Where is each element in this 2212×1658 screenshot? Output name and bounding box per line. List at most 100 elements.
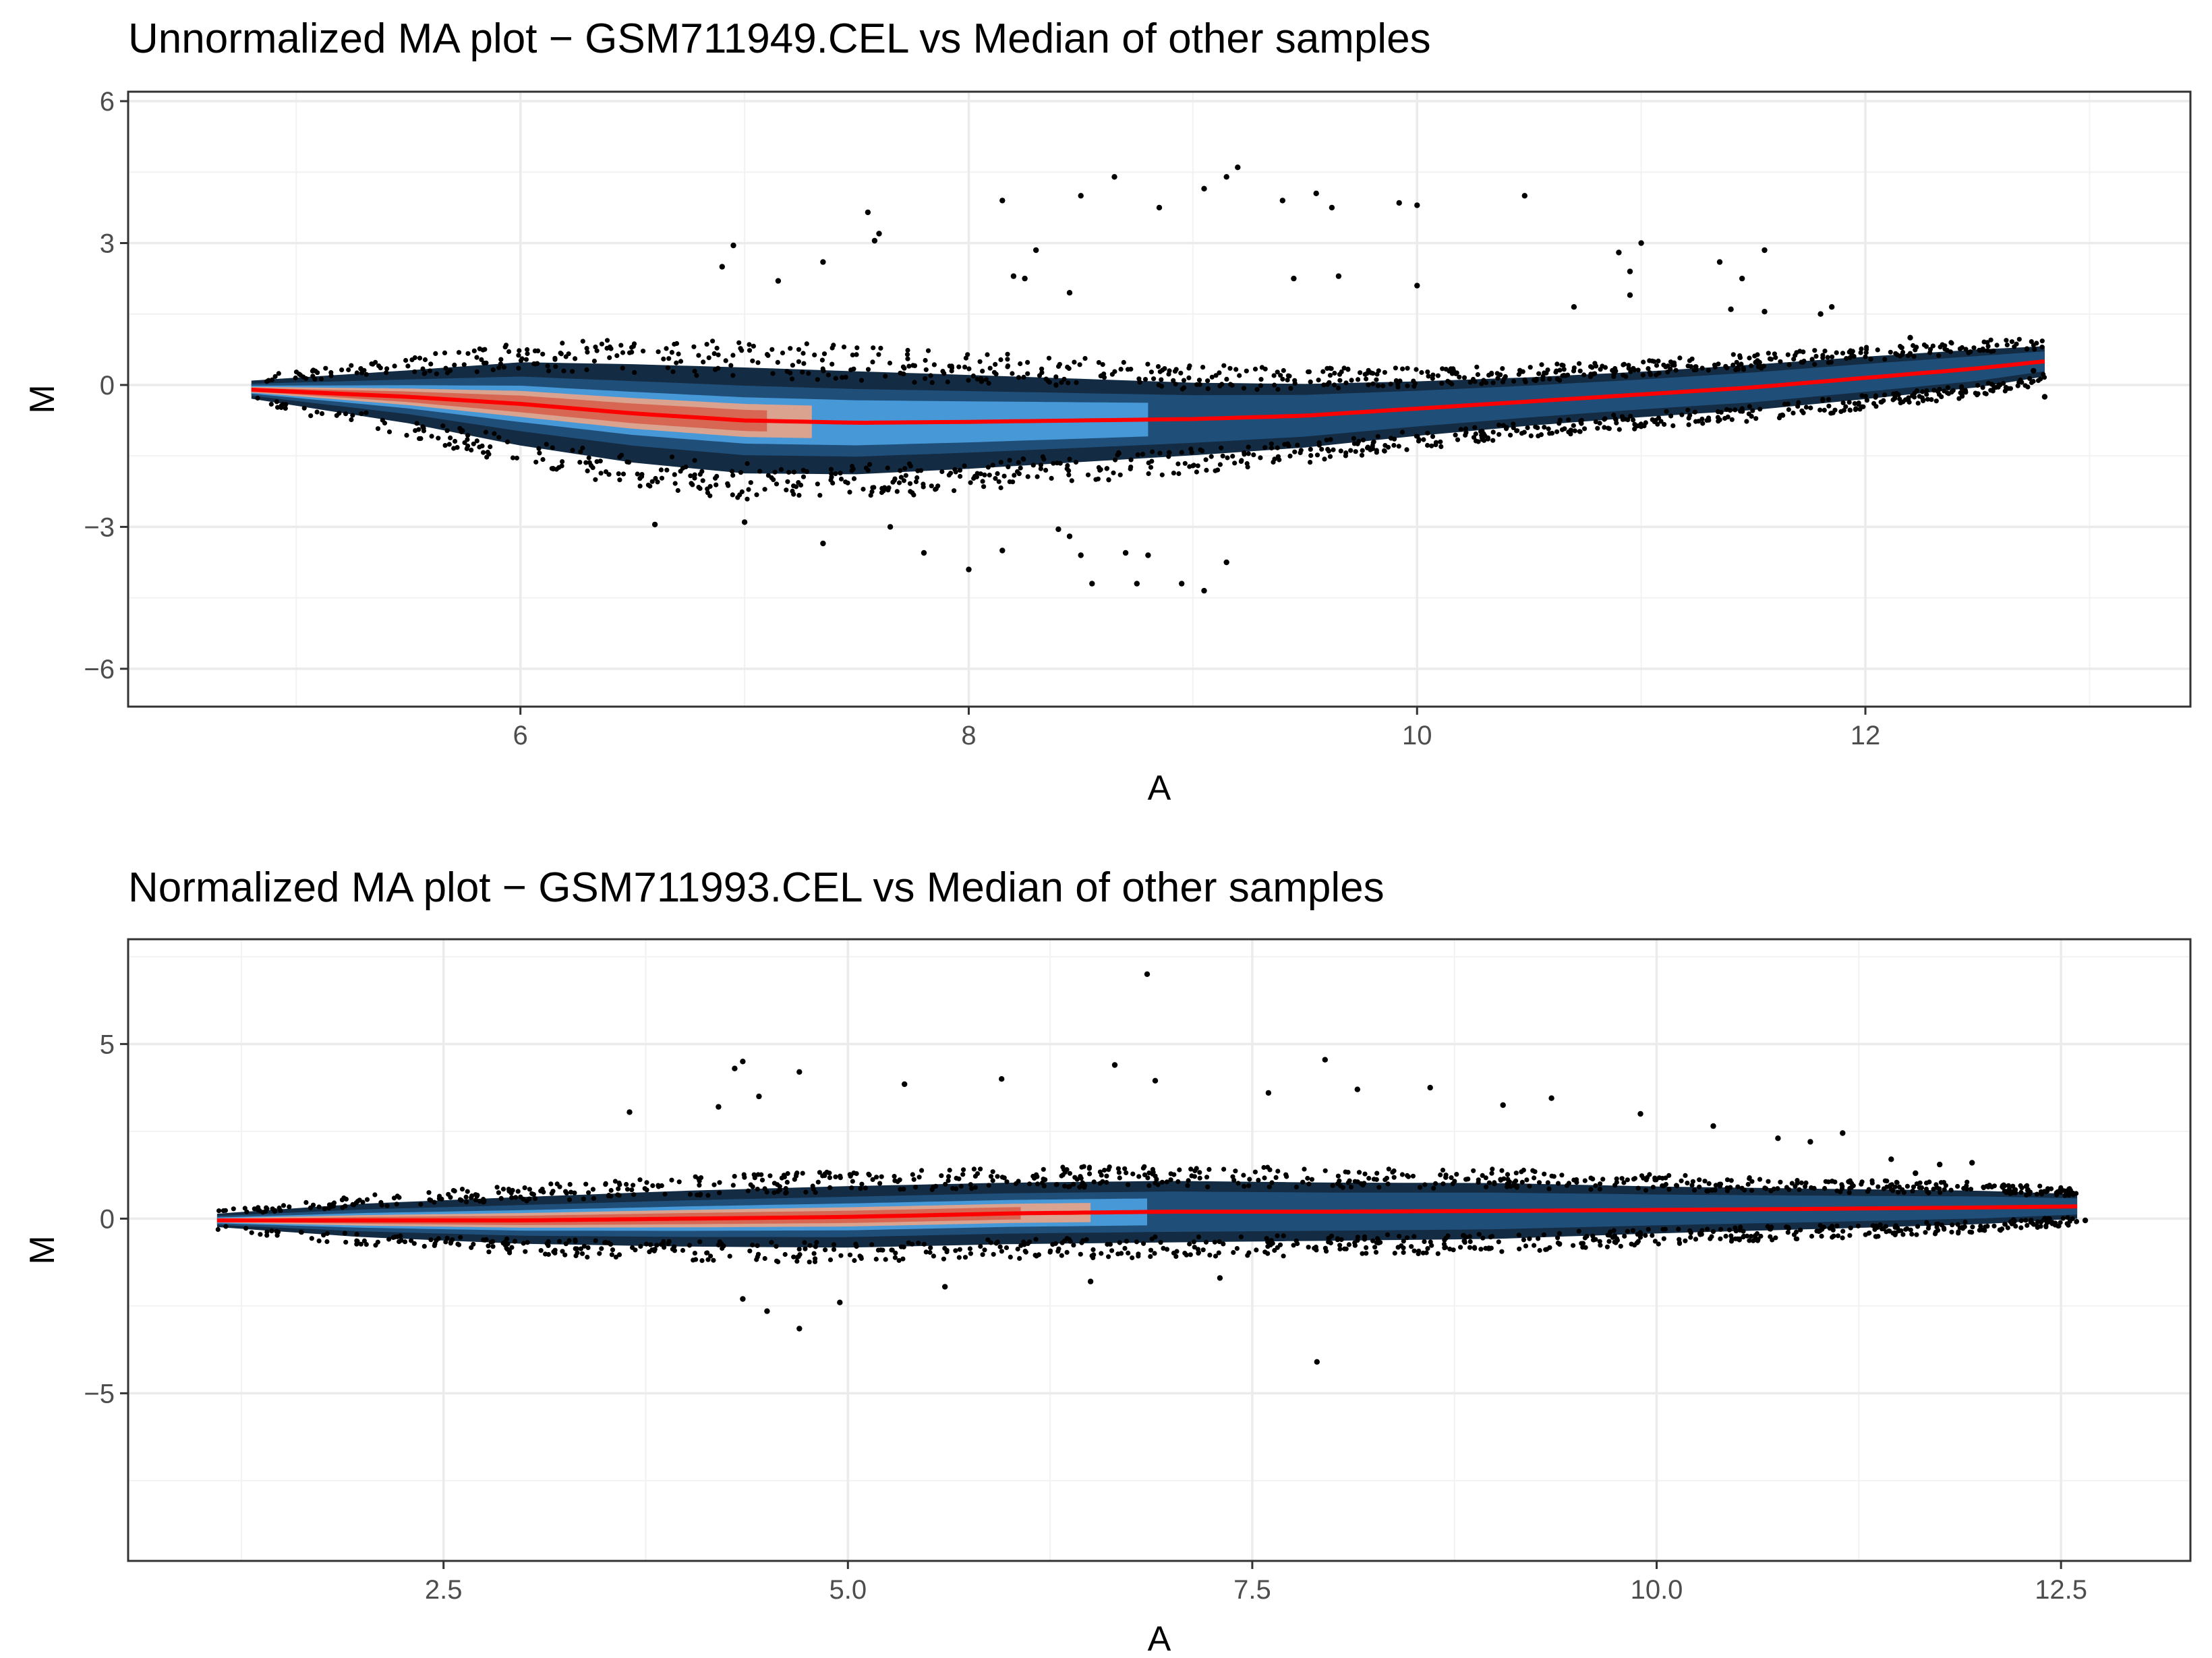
data-point <box>1335 1236 1340 1241</box>
data-point <box>944 1249 950 1255</box>
data-point <box>354 1231 359 1237</box>
data-point <box>2018 1183 2023 1189</box>
data-point <box>635 471 640 477</box>
data-point <box>1525 425 1530 431</box>
data-point <box>1597 1186 1602 1192</box>
data-point <box>1440 366 1445 372</box>
data-point <box>1985 343 1991 349</box>
data-point <box>770 371 776 376</box>
data-point <box>1283 1172 1289 1177</box>
data-point <box>1393 365 1398 371</box>
data-point <box>769 475 774 481</box>
data-point <box>1212 1239 1217 1245</box>
data-point <box>1733 407 1738 413</box>
data-point <box>492 431 497 436</box>
data-point <box>1185 1183 1190 1188</box>
data-point <box>784 1179 790 1185</box>
data-point <box>1231 1177 1237 1183</box>
data-point <box>988 1240 993 1245</box>
data-point <box>1016 375 1022 380</box>
data-point <box>904 352 910 357</box>
data-point <box>469 1245 474 1250</box>
data-point <box>527 1187 533 1192</box>
data-point <box>1203 1239 1209 1245</box>
data-point <box>1192 1245 1197 1250</box>
data-point <box>828 467 834 472</box>
data-point <box>1391 1175 1397 1180</box>
data-point <box>1219 382 1225 387</box>
data-point <box>1463 426 1469 432</box>
data-point <box>650 1183 656 1189</box>
data-point <box>354 370 359 376</box>
data-point <box>968 480 973 485</box>
data-point <box>961 1167 966 1173</box>
outlier-point <box>1739 275 1745 282</box>
data-point <box>599 1246 604 1251</box>
data-point <box>1668 366 1673 372</box>
data-point <box>1053 383 1059 388</box>
data-point <box>243 1226 249 1231</box>
data-point <box>1348 448 1354 453</box>
data-point <box>1962 1219 1968 1225</box>
data-point <box>1936 1228 1941 1233</box>
data-point <box>921 481 926 487</box>
data-point <box>1948 1187 1954 1193</box>
data-point <box>1785 352 1791 357</box>
data-point <box>420 366 426 372</box>
data-point <box>1017 1255 1022 1261</box>
data-point <box>1177 1167 1182 1173</box>
data-point <box>1291 1243 1296 1248</box>
data-point <box>536 446 542 451</box>
data-point <box>1803 1184 1808 1189</box>
data-point <box>349 363 354 368</box>
data-point <box>745 1188 751 1193</box>
data-point <box>255 395 260 401</box>
data-point <box>1115 1166 1121 1171</box>
outlier-point <box>1235 165 1241 171</box>
data-point <box>746 487 751 492</box>
data-point <box>1996 382 2002 388</box>
data-point <box>581 1196 586 1202</box>
data-point <box>1614 1236 1620 1241</box>
data-point <box>1337 1246 1343 1252</box>
data-point <box>1454 1172 1459 1177</box>
plot-background <box>128 939 2190 1561</box>
data-point <box>1863 354 1868 359</box>
data-point <box>1547 431 1552 436</box>
data-point <box>398 1233 403 1239</box>
data-point <box>1039 366 1045 372</box>
data-point <box>1476 1232 1482 1237</box>
data-point <box>331 1204 337 1209</box>
data-point <box>312 376 318 382</box>
data-point <box>706 355 711 361</box>
data-point <box>1176 471 1182 477</box>
data-point <box>505 1241 511 1247</box>
data-point <box>322 1206 327 1212</box>
data-point <box>811 1251 817 1256</box>
data-point <box>1524 1177 1530 1183</box>
data-point <box>1900 1232 1906 1237</box>
outlier-point <box>820 540 826 547</box>
y-tick-label: 5 <box>100 1030 115 1059</box>
data-point <box>1275 1168 1281 1174</box>
data-point <box>585 468 590 474</box>
data-point <box>1178 370 1184 376</box>
data-point <box>691 1257 696 1263</box>
data-point <box>615 1192 620 1197</box>
data-point <box>1654 372 1659 378</box>
data-point <box>339 367 345 373</box>
data-point <box>815 1179 821 1185</box>
data-point <box>1892 1230 1898 1235</box>
data-point <box>1607 1233 1612 1238</box>
data-point <box>672 1248 678 1253</box>
data-point <box>380 417 385 423</box>
data-point <box>1206 1166 1212 1172</box>
data-point <box>579 1251 585 1256</box>
data-point <box>1917 394 1922 399</box>
data-point <box>1562 426 1567 432</box>
data-point <box>1275 386 1281 392</box>
data-point <box>914 475 920 481</box>
data-point <box>523 1249 528 1254</box>
data-point <box>900 371 906 377</box>
